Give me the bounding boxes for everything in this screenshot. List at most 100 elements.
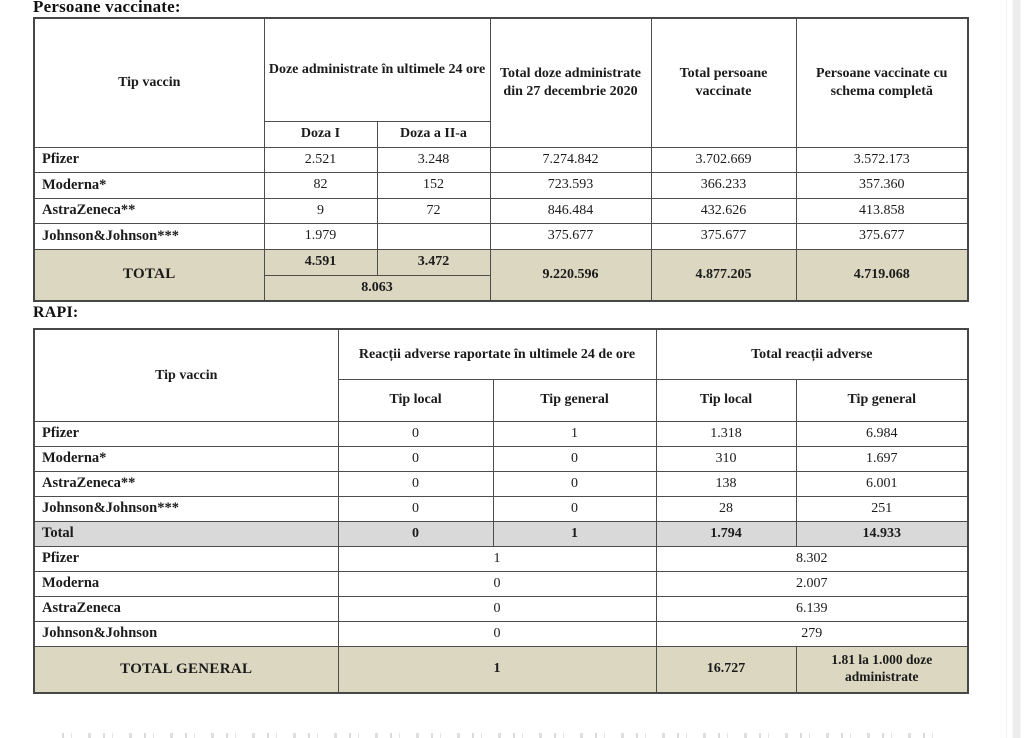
- rapi-total-local-24h: 0: [337, 520, 494, 547]
- header-tip-local-total: Tip local: [655, 378, 797, 422]
- cell-total-local: 310: [655, 445, 797, 472]
- header-doza-2: Doza a II-a: [376, 120, 491, 148]
- cell-total: 8.302: [655, 545, 969, 572]
- cell-vaccine-name: AstraZeneca**: [33, 197, 265, 224]
- header-doze-24h: Doze administrate în ultimele 24 ore: [263, 17, 491, 122]
- rapi-table: Tip vaccin Reacții adverse raportate în …: [33, 328, 970, 694]
- total-general-label: TOTAL GENERAL: [33, 645, 339, 694]
- table-row: AstraZeneca** 9 72 846.484 432.626 413.8…: [33, 197, 969, 224]
- cell-vaccine-name: AstraZeneca**: [33, 470, 339, 497]
- cell-total-doze: 375.677: [489, 223, 652, 250]
- cell-total-persoane: 432.626: [650, 197, 797, 224]
- cell-vaccine-name: Pfizer: [33, 420, 339, 447]
- cell-total-general: 251: [795, 495, 969, 522]
- cell-total-general: 1.697: [795, 445, 969, 472]
- header-reactii-24h: Reacții adverse raportate în ultimele 24…: [337, 328, 657, 380]
- cell-total-persoane: 3.702.669: [650, 146, 797, 173]
- cell-general-24h: 0: [492, 495, 657, 522]
- total-doza2: 3.472: [376, 248, 491, 276]
- cell-reported-24h: 1: [337, 545, 657, 572]
- table-row: Moderna* 0 0 310 1.697: [33, 445, 969, 472]
- cell-total-local: 138: [655, 470, 797, 497]
- header-total-reactii: Total reacții adverse: [655, 328, 969, 380]
- cell-reported-24h: 0: [337, 570, 657, 597]
- rapi-total-row: Total 0 1 1.794 14.933: [33, 520, 969, 547]
- section-heading-rapi: RAPI:: [33, 304, 79, 321]
- section-heading-vaccinated: Persoane vaccinate:: [33, 0, 181, 16]
- cell-vaccine-name: Moderna*: [33, 172, 265, 199]
- total-general-row: TOTAL GENERAL 1 16.727 1.81 la 1.000 doz…: [33, 645, 969, 694]
- cell-local-24h: 0: [337, 470, 494, 497]
- vaccinated-header-row-1: Tip vaccin Doze administrate în ultimele…: [33, 17, 969, 148]
- cell-vaccine-name: Pfizer: [33, 545, 339, 572]
- vaccinated-header-row-2: Doza I Doza a II-a: [34, 120, 968, 148]
- cell-general-24h: 0: [492, 470, 657, 497]
- page-edge-line: [1006, 0, 1007, 738]
- cell-doza2: 152: [376, 172, 491, 199]
- cut-off-footnote-text: [62, 733, 942, 738]
- header-total-persoane: Total persoane vaccinate: [650, 17, 797, 148]
- vaccinated-table: Tip vaccin Doze administrate în ultimele…: [33, 17, 969, 302]
- total-schema-cell: 4.719.068: [795, 248, 969, 302]
- total-label: TOTAL: [33, 248, 265, 302]
- cell-general-24h: 0: [492, 445, 657, 472]
- total-general-rate: 1.81 la 1.000 doze administrate: [795, 645, 969, 694]
- rapi-header-row-1: Tip vaccin Reacții adverse raportate în …: [33, 328, 969, 422]
- total-row: TOTAL 4.591 3.472 9.220.596 4.877.205 4.…: [33, 248, 969, 302]
- cell-doza1: 2.521: [263, 146, 378, 173]
- header-tip-general-total: Tip general: [795, 378, 969, 422]
- cell-vaccine-name: Moderna*: [33, 445, 339, 472]
- header-tip-vaccin: Tip vaccin: [33, 17, 265, 148]
- total-persoane-cell: 4.877.205: [650, 248, 797, 302]
- cell-vaccine-name: AstraZeneca: [33, 595, 339, 622]
- cell-vaccine-name: Johnson&Johnson: [33, 620, 339, 647]
- summary-row: AstraZeneca 0 6.139: [33, 595, 969, 622]
- cell-total: 2.007: [655, 570, 969, 597]
- cell-schema-completa: 375.677: [795, 223, 969, 250]
- rapi-total-general: 14.933: [795, 520, 969, 547]
- cell-schema-completa: 3.572.173: [795, 146, 969, 173]
- summary-row: Moderna 0 2.007: [33, 570, 969, 597]
- cell-total-local: 28: [655, 495, 797, 522]
- summary-row: Pfizer 1 8.302: [33, 545, 969, 572]
- header-schema-completa: Persoane vaccinate cu schema completă: [795, 17, 969, 148]
- cell-local-24h: 0: [337, 445, 494, 472]
- cell-total-general: 6.001: [795, 470, 969, 497]
- cell-total-doze: 846.484: [489, 197, 652, 224]
- cell-doza1: 82: [263, 172, 378, 199]
- table-row: Pfizer 2.521 3.248 7.274.842 3.702.669 3…: [33, 146, 969, 173]
- cell-schema-completa: 413.858: [795, 197, 969, 224]
- cell-reported-24h: 0: [337, 595, 657, 622]
- cell-total-local: 1.318: [655, 420, 797, 447]
- cell-local-24h: 0: [337, 495, 494, 522]
- table-row: Johnson&Johnson*** 1.979 375.677 375.677…: [33, 223, 969, 250]
- header-tip-vaccin: Tip vaccin: [33, 328, 339, 422]
- summary-row: Johnson&Johnson 0 279: [33, 620, 969, 647]
- total-general-reported-24h: 1: [337, 645, 657, 694]
- header-doza-1: Doza I: [263, 120, 378, 148]
- cell-total-general: 6.984: [795, 420, 969, 447]
- cell-doza2: 72: [376, 197, 491, 224]
- table-row: Pfizer 0 1 1.318 6.984: [33, 420, 969, 447]
- cell-total-persoane: 366.233: [650, 172, 797, 199]
- cell-doza1: 1.979: [263, 223, 378, 250]
- rapi-total-local: 1.794: [655, 520, 797, 547]
- total-doze-cell: 9.220.596: [489, 248, 652, 302]
- cell-vaccine-name: Johnson&Johnson***: [33, 223, 265, 250]
- total-general-total: 16.727: [655, 645, 797, 694]
- table-row: Moderna* 82 152 723.593 366.233 357.360: [33, 172, 969, 199]
- cell-vaccine-name: Johnson&Johnson***: [33, 495, 339, 522]
- cell-reported-24h: 0: [337, 620, 657, 647]
- cell-vaccine-name: Moderna: [33, 570, 339, 597]
- rapi-total-general-24h: 1: [492, 520, 657, 547]
- cell-doza2: 3.248: [376, 146, 491, 173]
- table-row: AstraZeneca** 0 0 138 6.001: [33, 470, 969, 497]
- cell-total: 6.139: [655, 595, 969, 622]
- header-tip-general-24h: Tip general: [492, 378, 657, 422]
- page-edge-strip: [1012, 0, 1021, 738]
- cell-doza2: [376, 223, 491, 250]
- header-total-doze: Total doze administrate din 27 decembrie…: [489, 17, 652, 148]
- cell-local-24h: 0: [337, 420, 494, 447]
- cell-total-doze: 723.593: [489, 172, 652, 199]
- table-row: Johnson&Johnson*** 0 0 28 251: [33, 495, 969, 522]
